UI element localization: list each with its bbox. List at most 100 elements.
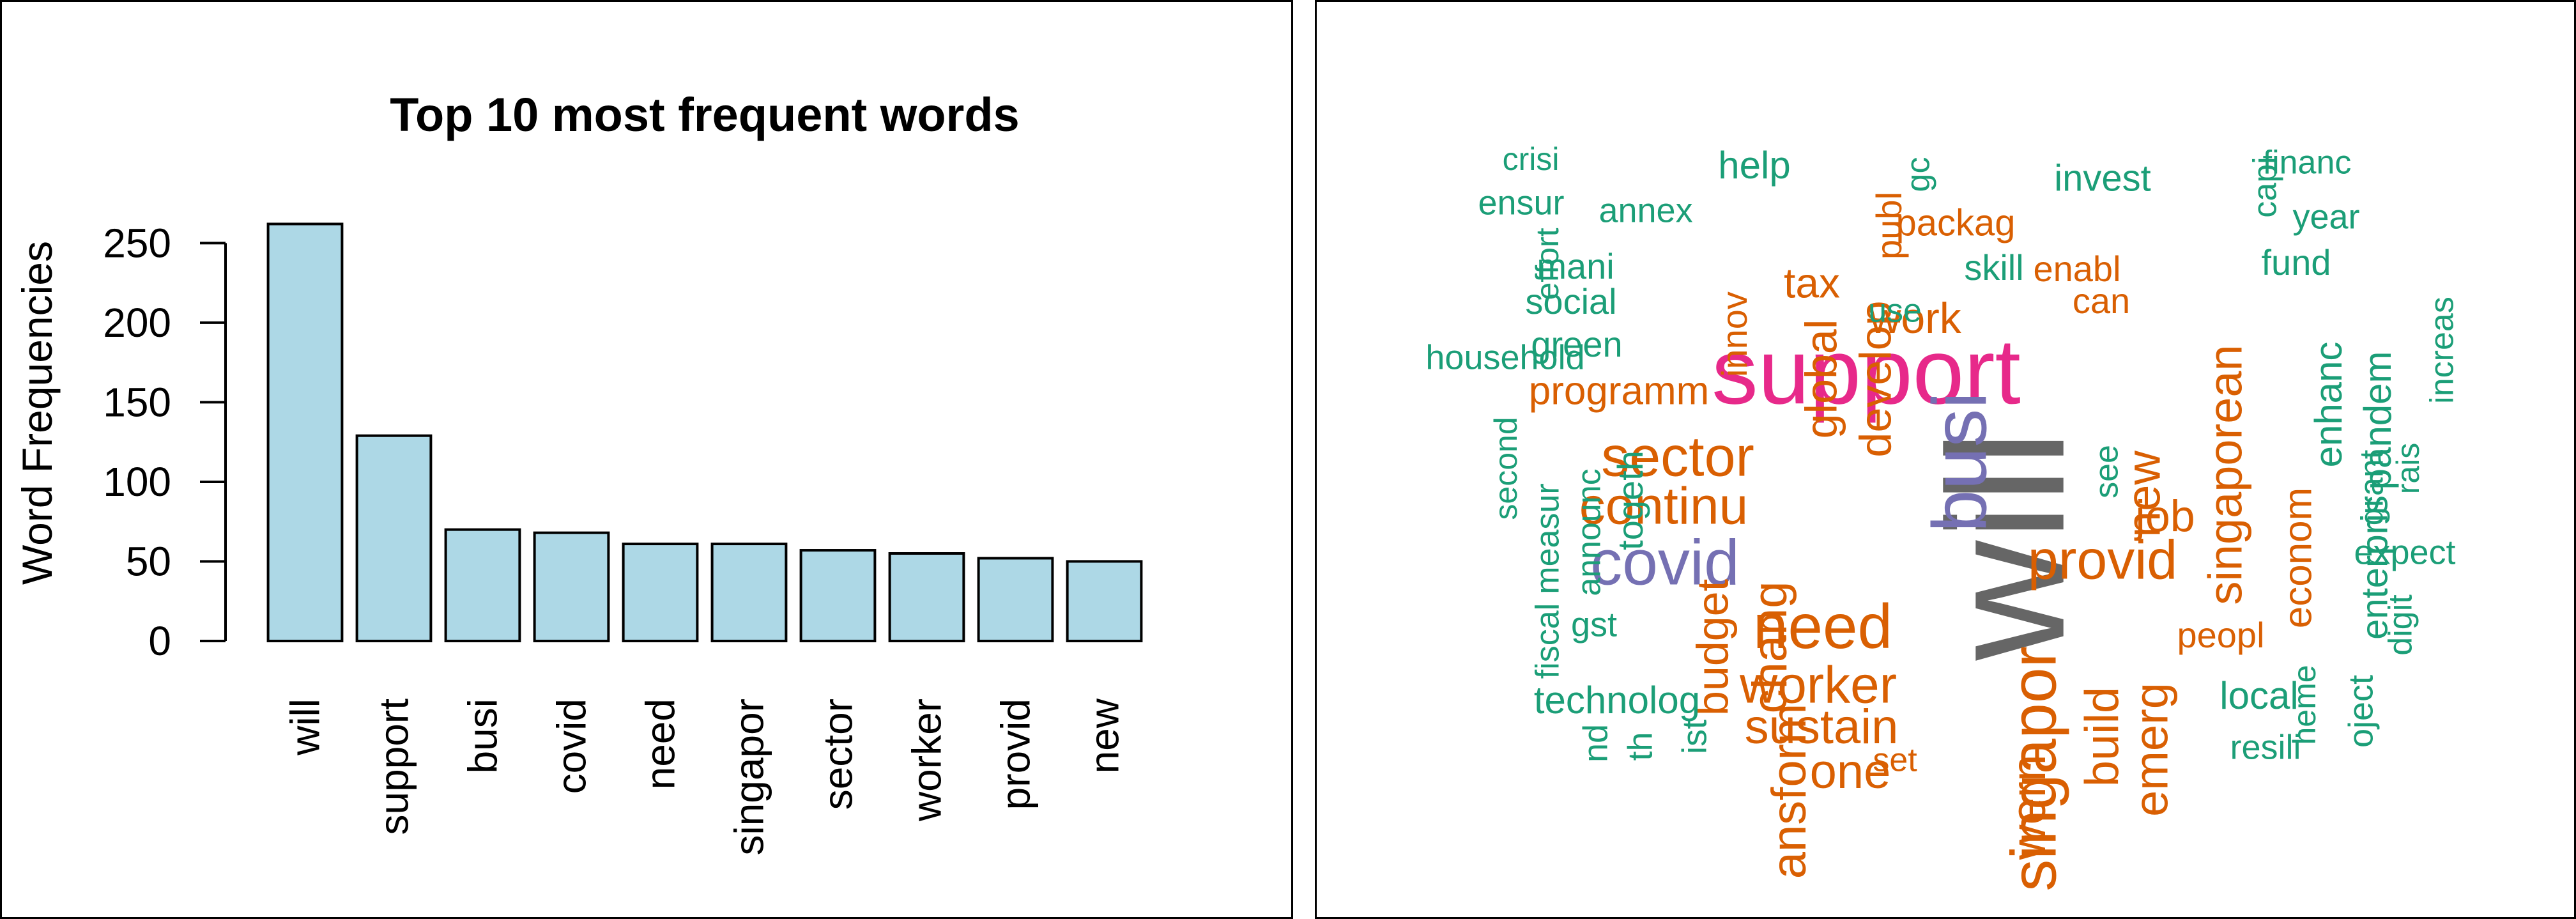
word-cloud-word: wern xyxy=(2002,755,2056,861)
y-axis-label: Word Frequencies xyxy=(13,241,61,585)
word-cloud-word: chang xyxy=(1743,581,1797,713)
y-tick-label: 200 xyxy=(103,300,171,346)
x-tick-labels: will support busi covid need singapor sector wo… xyxy=(282,698,1128,855)
word-cloud-word: financ xyxy=(2263,144,2352,181)
y-tick-label: 250 xyxy=(103,220,171,266)
y-tick-label: 0 xyxy=(148,618,171,664)
bar-chart-panel: Top 10 most frequent words Word Frequenc… xyxy=(0,0,1293,919)
word-cloud-word: local xyxy=(2220,674,2298,717)
word-cloud-word: nd xyxy=(1576,724,1614,762)
y-tick-label: 50 xyxy=(126,538,171,584)
word-cloud-panel: will support busi covid need singapor sector wo… xyxy=(1315,0,2576,919)
word-cloud-word: digit xyxy=(2382,594,2419,656)
word-cloud-word: gc xyxy=(1900,157,1937,192)
word-cloud-word: enhanc xyxy=(2307,342,2350,468)
word-cloud-word: innov xyxy=(1714,291,1754,377)
word-cloud-word: need xyxy=(1753,591,1892,661)
word-cloud-word: ensur xyxy=(1478,183,1564,222)
x-tick-label: need xyxy=(638,699,684,789)
word-cloud-word: increas xyxy=(2424,297,2461,404)
word-cloud-word: job xyxy=(2134,491,2195,541)
word-cloud-word: budget xyxy=(1687,579,1737,716)
x-tick-label: provid xyxy=(993,699,1039,810)
word-cloud-word: develop xyxy=(1850,300,1900,457)
bar xyxy=(533,531,610,642)
word-cloud-word: rais xyxy=(2390,443,2426,495)
word-cloud-word: pandem xyxy=(2356,351,2399,490)
bar xyxy=(266,222,344,643)
word-cloud-word: packag xyxy=(1896,202,2015,243)
word-cloud-word: skill xyxy=(1964,247,2023,288)
word-cloud-word: ansform xyxy=(1762,704,1816,879)
bar xyxy=(622,543,699,643)
word-cloud-word: build xyxy=(2076,687,2129,787)
word-cloud-word: annex xyxy=(1598,191,1692,229)
word-cloud-word: technolog xyxy=(1534,679,1700,722)
bar xyxy=(799,549,877,642)
x-tick-label: singapor xyxy=(726,699,772,856)
word-cloud-word: one xyxy=(1810,745,1891,799)
bar xyxy=(355,434,433,642)
word-cloud-word: publ xyxy=(1869,192,1909,259)
bar xyxy=(888,552,965,642)
word-cloud-word: year xyxy=(2292,197,2359,236)
word-cloud-word: new xyxy=(2117,451,2170,537)
word-cloud-word: th xyxy=(1621,732,1659,761)
word-cloud-word: singaporean xyxy=(2199,344,2252,605)
bar xyxy=(444,528,521,643)
word-cloud-word: support xyxy=(1712,320,2021,423)
bar xyxy=(710,543,788,643)
x-tick-label: sector xyxy=(815,699,861,810)
word-cloud-word: sustain xyxy=(1745,700,1899,754)
word-cloud-word: econom xyxy=(2276,488,2320,629)
word-cloud-word: mani xyxy=(1537,246,1614,286)
word-cloud-word: singapor xyxy=(1998,646,2069,892)
word-cloud-word: oject xyxy=(2342,675,2380,748)
x-tick-label: support xyxy=(371,699,417,835)
x-tick-label: worker xyxy=(904,699,950,822)
word-cloud-word: will xyxy=(1914,429,2099,663)
word-cloud-word: enterpris xyxy=(2354,495,2395,640)
word-cloud-word: global xyxy=(1796,320,1846,439)
word-cloud-word: busi xyxy=(1917,392,2003,532)
y-tick-label: 100 xyxy=(103,459,171,505)
word-cloud-word: set xyxy=(1873,742,1917,779)
word-cloud-word: expect xyxy=(2354,533,2455,571)
word-cloud-word: announc xyxy=(1571,468,1608,596)
word-cloud-word: enabl xyxy=(2033,249,2120,289)
y-tick-label: 150 xyxy=(103,379,171,425)
word-cloud-word: emerg xyxy=(2125,683,2178,817)
y-axis: 0 50 100 150 200 250 xyxy=(103,220,227,664)
word-cloud-word: tax xyxy=(1784,259,1840,306)
word-cloud-word: worker xyxy=(1739,656,1897,714)
word-cloud-word: gst xyxy=(1571,605,1617,644)
word-cloud-word: heme xyxy=(2287,665,2322,745)
word-cloud-word: see xyxy=(2089,445,2126,498)
word-cloud-word: ist xyxy=(1675,720,1713,754)
x-tick-label: covid xyxy=(549,699,595,794)
x-tick-label: busi xyxy=(460,699,506,773)
bar xyxy=(977,557,1054,642)
word-cloud-word: social xyxy=(1525,281,1616,321)
word-cloud-word: sector xyxy=(1601,424,1754,488)
word-cloud-word: togeth xyxy=(1610,451,1650,550)
word-cloud-word: continu xyxy=(1579,477,1748,536)
chart-title: Top 10 most frequent words xyxy=(390,88,1019,141)
bar-series xyxy=(266,222,1143,643)
word-cloud-word: second xyxy=(1488,417,1524,520)
word-cloud-word: use xyxy=(1868,293,1922,330)
word-cloud-word: fiscal xyxy=(1529,603,1567,679)
word-cloud-word: peopl xyxy=(2177,615,2264,655)
word-cloud-word: work xyxy=(1869,294,1962,343)
word-cloud-word: programm xyxy=(1529,369,1710,413)
word-cloud-word: resili xyxy=(2230,728,2301,766)
bar-chart: Top 10 most frequent words Word Frequenc… xyxy=(13,88,1143,856)
word-cloud-word: fund xyxy=(2262,242,2331,282)
word-cloud-word: invest xyxy=(2054,157,2151,199)
bar xyxy=(1066,560,1143,642)
word-cloud-word: help xyxy=(1718,144,1790,187)
word-cloud-word: household xyxy=(1425,338,1584,376)
x-tick-label: will xyxy=(282,699,328,756)
word-cloud-word: capi xyxy=(2247,157,2284,217)
